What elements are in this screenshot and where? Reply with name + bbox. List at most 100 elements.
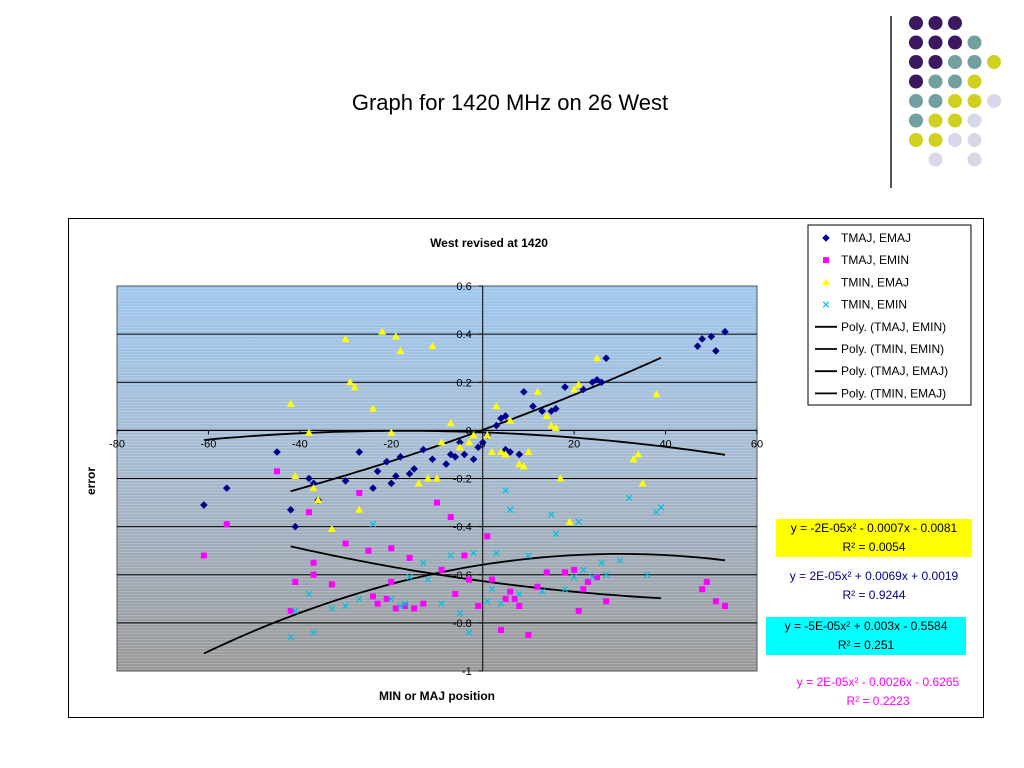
data-point: [370, 593, 376, 600]
data-point: [309, 479, 318, 488]
legend-entry: TMIN, EMAJ: [841, 275, 909, 289]
data-point: [402, 603, 408, 610]
data-point: [501, 450, 510, 458]
data-point: [506, 506, 514, 514]
data-point: [570, 573, 578, 581]
chart-title: West revised at 1420: [430, 236, 548, 250]
x-tick-label: 40: [659, 438, 671, 450]
data-point: [551, 423, 560, 431]
data-point: [593, 353, 601, 362]
data-point: [465, 438, 473, 446]
slide-title: Graph for 1420 MHz on 26 West: [351, 90, 669, 115]
data-point: [414, 479, 423, 487]
data-point: [310, 629, 317, 636]
decorative-dot: [909, 133, 923, 147]
data-point: [822, 301, 830, 308]
data-point: [575, 607, 582, 614]
data-point: [387, 428, 396, 436]
decorative-dot: [967, 55, 982, 69]
x-tick-label: -80: [109, 438, 125, 450]
decorative-dot: [948, 55, 962, 69]
data-point: [543, 569, 550, 576]
data-point: [488, 576, 495, 583]
data-point: [552, 404, 560, 413]
data-point: [388, 595, 395, 603]
decorative-dot: [948, 94, 962, 108]
decorative-dot: [948, 16, 962, 30]
legend-entry: TMAJ, EMAJ: [841, 231, 911, 245]
trendline: [203, 430, 726, 456]
data-point: [350, 382, 359, 391]
data-point: [374, 600, 381, 607]
x-tick-label: -60: [200, 438, 216, 450]
data-point: [516, 603, 523, 610]
decorative-dot-grid: [909, 16, 1001, 167]
data-point: [565, 517, 574, 525]
data-point: [305, 590, 313, 598]
data-point: [273, 448, 281, 456]
decorative-dot: [909, 74, 923, 89]
data-point: [498, 627, 504, 634]
data-point: [511, 595, 518, 602]
data-point: [365, 547, 372, 554]
data-point: [570, 385, 579, 393]
data-point: [497, 600, 505, 607]
data-point: [721, 327, 729, 336]
data-point: [561, 585, 569, 593]
data-point: [484, 597, 491, 605]
data-point: [406, 554, 413, 561]
data-point: [460, 450, 469, 459]
data-point: [420, 600, 427, 607]
data-point: [327, 524, 336, 533]
data-point: [388, 545, 395, 552]
data-point: [424, 576, 432, 583]
trendline-equation-box: y = -5E-05x² + 0.003x - 0.5584 R² = 0.251: [766, 617, 966, 655]
data-point: [369, 520, 377, 528]
data-point: [396, 453, 405, 461]
data-point: [603, 598, 610, 605]
data-point: [703, 578, 710, 585]
data-point: [712, 598, 719, 605]
trendline-r-squared: R² = 0.2223: [846, 694, 910, 708]
decorative-dot: [967, 74, 982, 89]
decorative-dot: [948, 74, 962, 89]
trendline-r-squared: R² = 0.9244: [842, 588, 906, 602]
data-point: [406, 573, 413, 581]
data-point: [314, 495, 323, 504]
data-point: [405, 469, 414, 478]
trendline: [290, 545, 662, 600]
data-point: [410, 465, 418, 473]
data-point: [707, 332, 716, 341]
data-point: [823, 257, 829, 264]
data-point: [382, 457, 391, 466]
x-axis-label: MIN or MAJ position: [379, 689, 495, 703]
legend-entry: Poly. (TMIN, EMIN): [841, 342, 944, 356]
data-point: [501, 412, 510, 420]
data-point: [533, 387, 542, 395]
data-point: [452, 591, 459, 597]
decorative-dot: [928, 94, 943, 108]
data-point: [506, 448, 514, 456]
data-point: [470, 549, 477, 557]
data-point: [629, 455, 638, 463]
data-point: [822, 278, 830, 286]
trendline-equation: y = -5E-05x² + 0.003x - 0.5584: [784, 619, 948, 633]
data-point: [396, 346, 405, 354]
decorative-dot: [948, 113, 962, 128]
data-point: [552, 530, 560, 538]
data-point: [342, 602, 349, 610]
decorative-dot: [909, 94, 923, 108]
chart-frame: -80-60-40-200204060-1-0.8-0.6-0.4-0.200.…: [68, 218, 984, 718]
data-point: [200, 552, 207, 559]
data-point: [597, 378, 606, 387]
data-point: [580, 586, 587, 593]
data-point: [524, 447, 533, 456]
trendline: [290, 356, 662, 493]
data-point: [515, 450, 524, 459]
data-point: [391, 332, 400, 340]
data-point: [519, 462, 528, 470]
data-point: [493, 549, 500, 557]
data-point: [305, 428, 313, 436]
y-tick-label: -1: [462, 666, 472, 678]
legend-entry: TMIN, EMIN: [841, 298, 907, 312]
